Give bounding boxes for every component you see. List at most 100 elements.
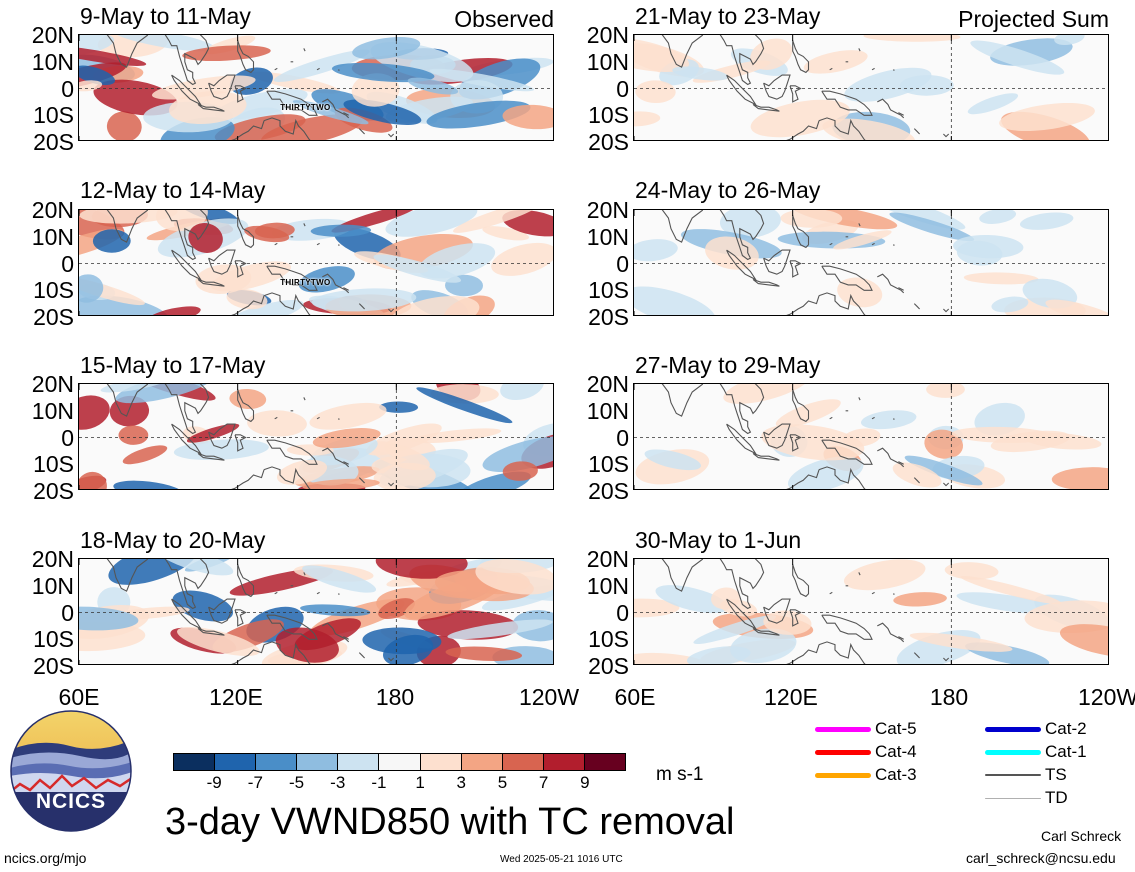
coastline xyxy=(898,112,904,116)
coastline xyxy=(197,452,225,461)
anomaly-contour xyxy=(310,224,372,237)
colorbar-tick-label: 1 xyxy=(415,773,425,792)
coastline xyxy=(234,434,247,452)
anomaly-contour xyxy=(352,37,421,60)
anomaly-contour xyxy=(951,426,1054,443)
coastline xyxy=(237,389,255,423)
coastline xyxy=(237,564,255,598)
coastline xyxy=(343,461,349,465)
coastline xyxy=(263,641,311,664)
coastline xyxy=(266,90,318,116)
coastline xyxy=(338,69,340,71)
wind-anomaly-field xyxy=(634,384,1108,489)
legend-line xyxy=(815,749,871,755)
coastline xyxy=(79,35,149,68)
coastline xyxy=(726,249,758,281)
map-panel: THIRTYTWO xyxy=(78,34,554,141)
coastline xyxy=(763,598,791,624)
anomaly-contour xyxy=(244,225,290,243)
anomaly-contour xyxy=(79,395,110,430)
map-panel xyxy=(633,558,1109,665)
coastline xyxy=(343,112,349,116)
coastline xyxy=(821,439,873,465)
legend-item: Cat-4 xyxy=(815,741,917,763)
anomaly-contour xyxy=(1051,467,1108,489)
coastline xyxy=(274,242,278,246)
anomaly-contour xyxy=(79,295,170,315)
anomaly-contour xyxy=(730,628,797,664)
lat-label: 20N xyxy=(586,371,629,397)
lat-label: 10S xyxy=(33,102,74,129)
coastline xyxy=(789,434,802,452)
coastline xyxy=(231,469,265,489)
coastline xyxy=(898,287,904,291)
colorbar-swatch xyxy=(215,754,257,770)
panel-title: 12-May to 14-May xyxy=(80,177,266,203)
lat-label: 10S xyxy=(588,626,629,653)
coastline xyxy=(821,90,873,116)
legend-label: TD xyxy=(1045,788,1068,807)
lat-label: 10S xyxy=(588,277,629,304)
lat-label: 0 xyxy=(61,599,74,626)
anomaly-contour xyxy=(672,66,729,81)
anomaly-contour xyxy=(447,619,553,640)
main-title: 3-day VWND850 with TC removal xyxy=(165,801,735,843)
legend-label: Cat-4 xyxy=(875,742,917,761)
coastline xyxy=(171,249,203,281)
coastline xyxy=(829,591,833,595)
coastline xyxy=(893,244,895,246)
anomaly-contour xyxy=(188,223,223,253)
anomaly-contour xyxy=(247,410,307,437)
coastline xyxy=(786,469,820,489)
coastline xyxy=(316,67,320,71)
lat-label: 10N xyxy=(586,48,629,75)
coastline xyxy=(858,48,861,52)
coastline xyxy=(789,609,802,627)
coastline xyxy=(786,120,820,140)
coastline xyxy=(231,295,265,315)
anomaly-contour xyxy=(226,300,304,315)
anomaly-contour xyxy=(416,387,513,424)
anomaly-contour xyxy=(410,428,502,444)
coastline xyxy=(316,591,320,595)
anomaly-contour xyxy=(944,562,999,580)
lat-label: 20S xyxy=(33,129,74,155)
anomaly-contour xyxy=(822,118,915,140)
lat-label: 20N xyxy=(31,546,74,572)
coastline xyxy=(871,416,875,420)
lat-label: 0 xyxy=(616,424,629,451)
coastline xyxy=(79,559,149,592)
coastline xyxy=(726,423,758,455)
anomaly-contour xyxy=(273,49,370,82)
lon-label: 60E xyxy=(614,684,656,710)
legend-item: Cat-3 xyxy=(815,764,917,786)
coastline xyxy=(786,295,820,315)
lat-label: 10S xyxy=(33,277,74,304)
footer-author: Carl Schreck xyxy=(1041,828,1122,844)
lat-label: 20N xyxy=(31,22,74,48)
coastline xyxy=(792,40,810,74)
coastline xyxy=(829,67,833,71)
coastline xyxy=(818,641,866,664)
anomaly-contour xyxy=(693,615,776,644)
coastline xyxy=(316,242,320,246)
legend-label: Cat-2 xyxy=(1045,719,1087,738)
coastline xyxy=(358,128,365,135)
anomaly-contour xyxy=(635,80,676,104)
coastline xyxy=(726,74,758,106)
coastline xyxy=(858,397,861,401)
coastline xyxy=(164,559,210,610)
lat-label: 20S xyxy=(588,129,629,155)
lat-label: 10N xyxy=(31,572,74,599)
coastline xyxy=(719,35,765,86)
anomaly-contour xyxy=(294,618,361,651)
coastline xyxy=(79,384,149,417)
projected-label: Projected Sum xyxy=(958,6,1109,32)
anomaly-contour xyxy=(892,462,942,488)
coastline xyxy=(634,384,704,417)
anomaly-contour xyxy=(111,35,216,52)
lat-label: 0 xyxy=(616,250,629,277)
anomaly-contour xyxy=(991,296,1029,313)
anomaly-contour xyxy=(79,45,147,66)
coastline xyxy=(388,133,395,138)
